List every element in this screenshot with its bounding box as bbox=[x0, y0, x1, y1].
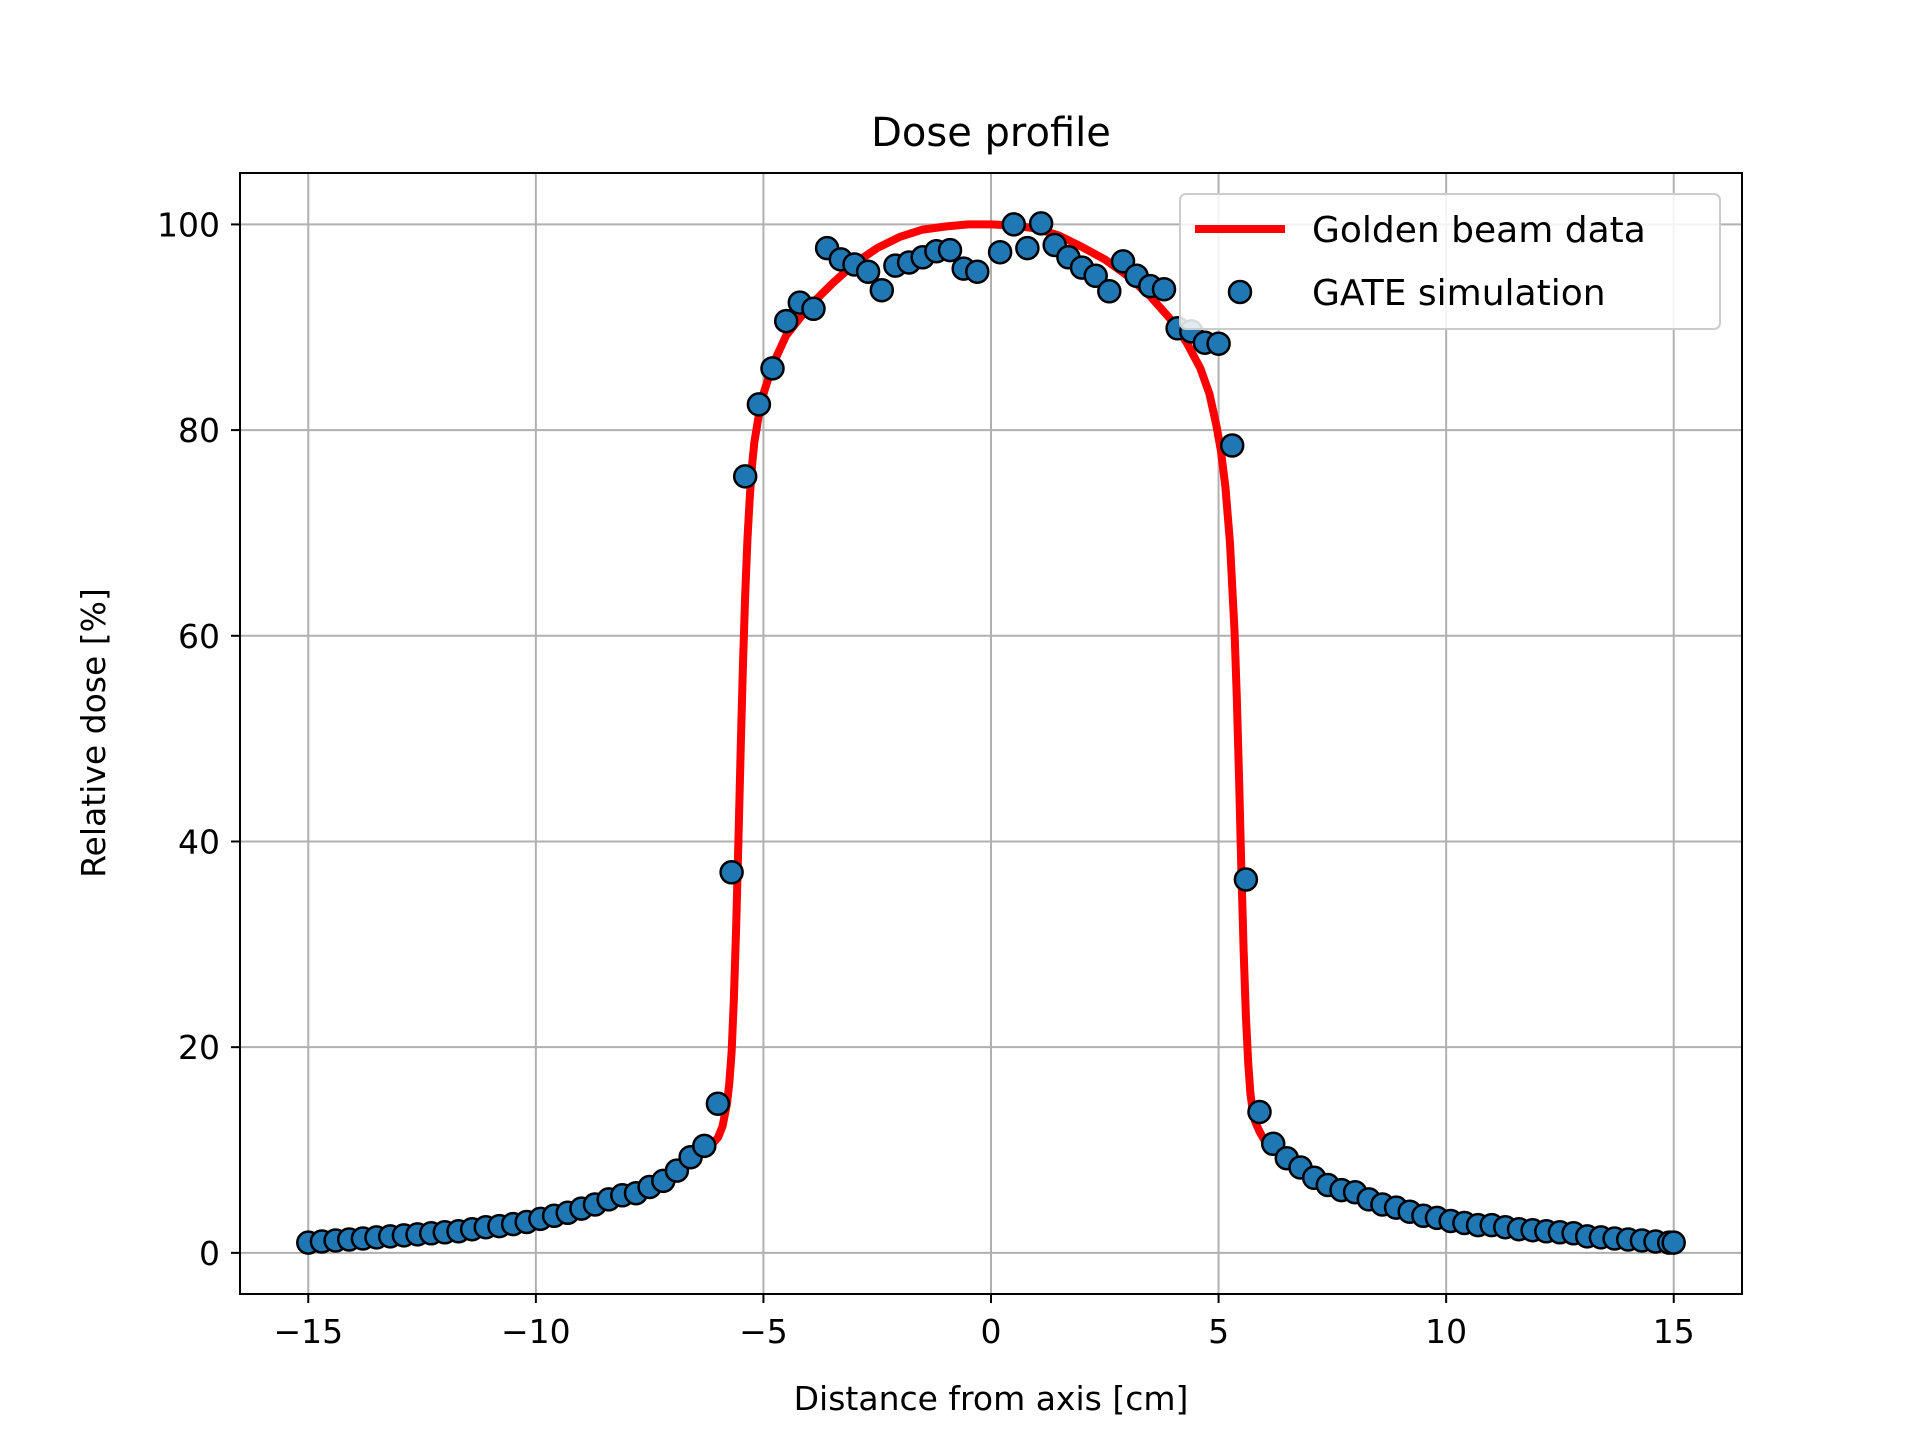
gate-simulation-point bbox=[705, 1091, 731, 1116]
y-tick-label: 100 bbox=[157, 205, 220, 244]
x-tick-label: 0 bbox=[981, 1312, 1002, 1351]
grid bbox=[240, 173, 1742, 1294]
gate-simulation-point bbox=[719, 860, 744, 885]
gate-simulation-points bbox=[296, 211, 1686, 1255]
gate-simulation-point bbox=[692, 1133, 717, 1159]
x-tick-label: −10 bbox=[501, 1312, 571, 1351]
y-tick-label: 80 bbox=[178, 411, 220, 450]
x-tick-label: 10 bbox=[1425, 1312, 1467, 1351]
y-tick-label: 60 bbox=[178, 617, 220, 656]
legend-marker-swatch bbox=[1227, 279, 1253, 305]
legend-label-gate-simulation: GATE simulation bbox=[1312, 273, 1606, 314]
gate-simulation-point bbox=[732, 464, 758, 489]
legend-label-golden-beam: Golden beam data bbox=[1312, 210, 1646, 251]
x-tick-label: 15 bbox=[1653, 1312, 1695, 1351]
legend-box bbox=[1179, 193, 1721, 330]
gate-simulation-point bbox=[937, 237, 963, 263]
gate-simulation-point bbox=[1661, 1230, 1686, 1255]
gate-simulation-point bbox=[773, 308, 799, 334]
x-axis-label: Distance from axis [cm] bbox=[794, 1379, 1189, 1418]
gate-simulation-point bbox=[1247, 1099, 1272, 1125]
x-tick-label: −15 bbox=[273, 1312, 343, 1351]
gate-simulation-point bbox=[760, 356, 785, 381]
chart-title: Dose profile bbox=[871, 110, 1111, 156]
axis-ticks: −15 −10 −5 0 5 10 15 0 20 40 60 80 100 bbox=[157, 205, 1695, 1351]
gate-simulation-point bbox=[1151, 276, 1177, 302]
gate-simulation-point bbox=[1206, 331, 1231, 356]
gate-simulation-point bbox=[1083, 263, 1108, 289]
y-tick-label: 0 bbox=[199, 1234, 220, 1273]
gate-simulation-point bbox=[855, 259, 881, 284]
gate-simulation-point bbox=[746, 392, 772, 417]
gate-simulation-point bbox=[1233, 867, 1259, 892]
gate-simulation-point bbox=[801, 296, 826, 322]
gate-simulation-point bbox=[1001, 212, 1027, 237]
y-axis-label: Relative dose [%] bbox=[74, 588, 113, 878]
gate-simulation-point bbox=[1097, 279, 1122, 304]
gate-simulation-point bbox=[1219, 433, 1245, 458]
legend: Golden beam data GATE simulation bbox=[1179, 193, 1721, 330]
gate-simulation-point bbox=[987, 239, 1013, 265]
gate-simulation-point bbox=[1015, 235, 1040, 261]
gate-simulation-point bbox=[869, 277, 895, 303]
x-tick-label: 5 bbox=[1208, 1312, 1229, 1351]
gate-simulation-point bbox=[965, 259, 990, 284]
gate-simulation-point bbox=[1028, 211, 1054, 236]
y-tick-label: 40 bbox=[178, 822, 220, 861]
x-tick-label: −5 bbox=[739, 1312, 788, 1351]
y-tick-label: 20 bbox=[178, 1028, 220, 1067]
